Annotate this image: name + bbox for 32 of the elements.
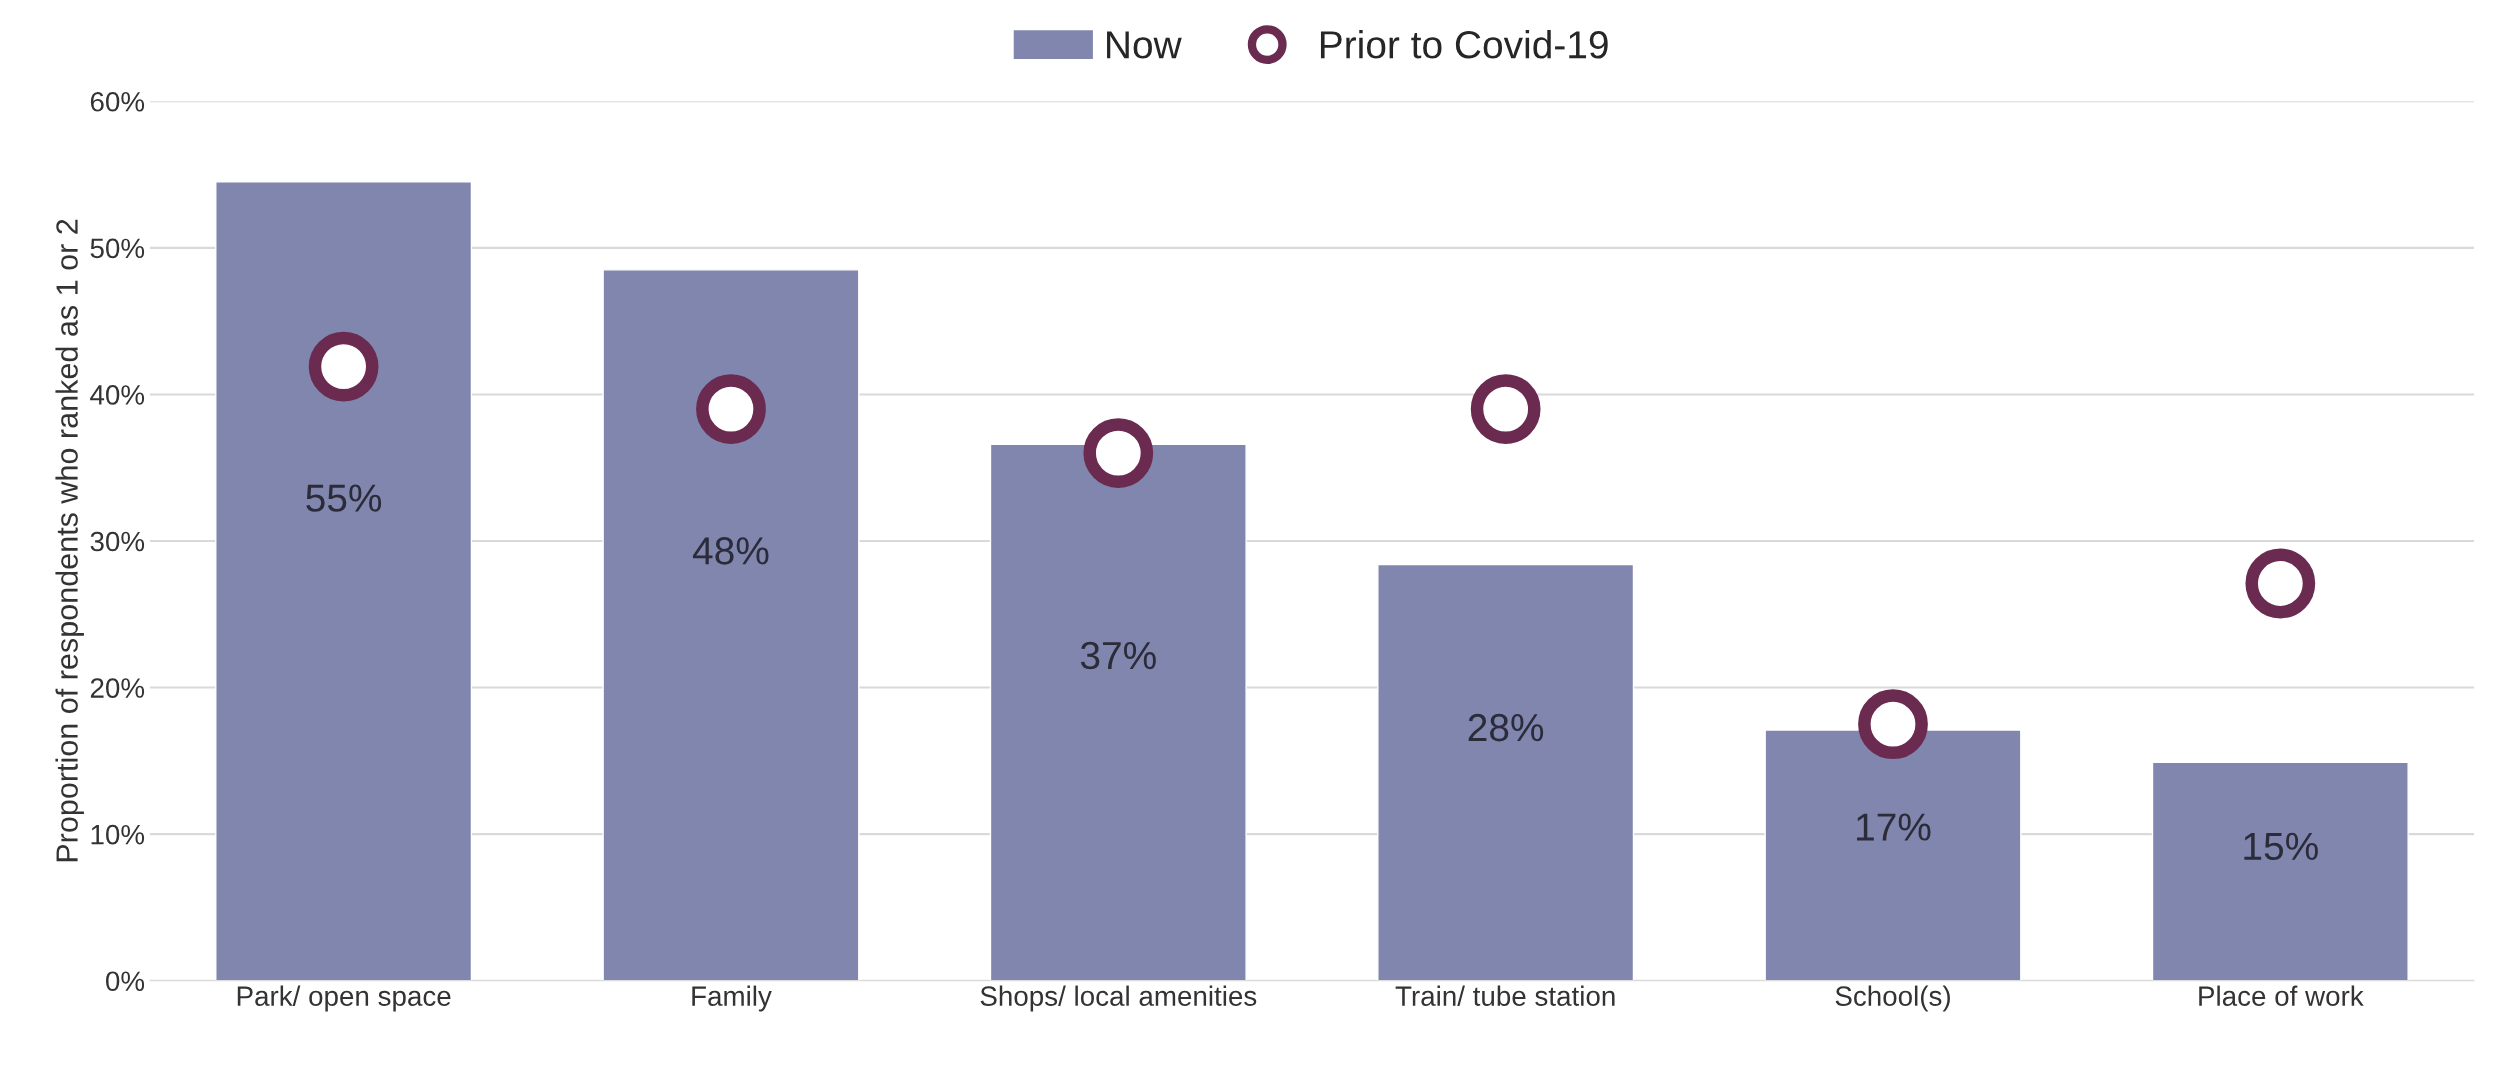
y-tick-label: 20% <box>90 678 145 698</box>
data-label: 15% <box>2244 832 2318 861</box>
x-tick-label: Train/ tube station <box>1395 985 1615 1006</box>
y-axis-title: Proportion of respondents who ranked as 1 or 2 <box>55 219 84 862</box>
x-tick-label: Park/ open space <box>237 985 451 1012</box>
point <box>1470 374 1541 444</box>
data-label: 37% <box>1080 641 1156 670</box>
y-tick-label: 0% <box>106 971 145 992</box>
bar <box>602 269 860 981</box>
x-tick-label: School(s) <box>1835 985 1950 1012</box>
y-tick-label: 60% <box>90 91 145 112</box>
point <box>696 374 766 444</box>
data-label: 48% <box>692 537 769 565</box>
data-label: 55% <box>306 484 382 512</box>
y-tick-label: 10% <box>91 824 145 845</box>
point <box>2245 548 2316 619</box>
y-tick-label: 30% <box>90 531 145 552</box>
bar <box>215 181 473 981</box>
bar <box>1377 563 1635 981</box>
legend-label: Prior to Covid-19 <box>1320 30 1608 59</box>
x-tick-label: Shops/ local amenities <box>980 985 1257 1012</box>
legend-label: Now <box>1107 31 1182 59</box>
y-tick-label: 40% <box>90 385 145 405</box>
x-tick-label: Place of work <box>2199 985 2364 1006</box>
point <box>1858 689 1928 760</box>
data-label: 28% <box>1468 713 1544 742</box>
x-tick-label: Family <box>692 985 772 1012</box>
data-label: 17% <box>1857 813 1931 841</box>
point <box>308 331 379 402</box>
y-tick-label: 50% <box>90 238 145 259</box>
point <box>1083 418 1154 488</box>
bar <box>2151 761 2409 981</box>
